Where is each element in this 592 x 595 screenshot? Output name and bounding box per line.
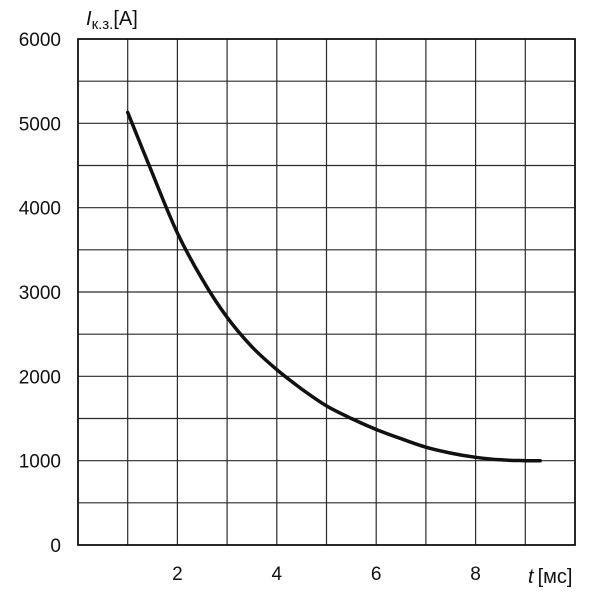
y-tick-label: 5000: [19, 114, 61, 135]
grid: [78, 39, 575, 545]
y-tick-label: 4000: [19, 199, 61, 220]
x-tick-labels: 2 4 6 8: [172, 564, 481, 585]
y-tick-label: 2000: [19, 367, 61, 388]
plot-frame: [77, 38, 576, 546]
x-axis-unit: [мс]: [538, 566, 573, 588]
y-tick-labels: 0 1000 2000 3000 4000 5000 6000: [19, 30, 61, 557]
y-axis-subscript: к.з.: [92, 16, 114, 33]
x-tick-label: 4: [272, 564, 283, 585]
y-tick-label: 1000: [19, 452, 61, 473]
y-axis-unit: [A]: [113, 8, 137, 30]
x-tick-label: 2: [172, 564, 183, 585]
y-tick-label: 3000: [19, 283, 61, 304]
y-axis-label: Iк.з.[A]: [86, 8, 138, 33]
x-axis-label: t [мс]: [528, 566, 572, 588]
series-line: [125, 110, 542, 463]
y-tick-label: 6000: [19, 30, 61, 51]
y-axis-symbol: I: [86, 8, 92, 30]
x-tick-label: 6: [371, 564, 382, 585]
x-axis-symbol: t: [528, 566, 535, 588]
x-tick-label: 8: [470, 564, 481, 585]
y-tick-label: 0: [50, 536, 61, 557]
